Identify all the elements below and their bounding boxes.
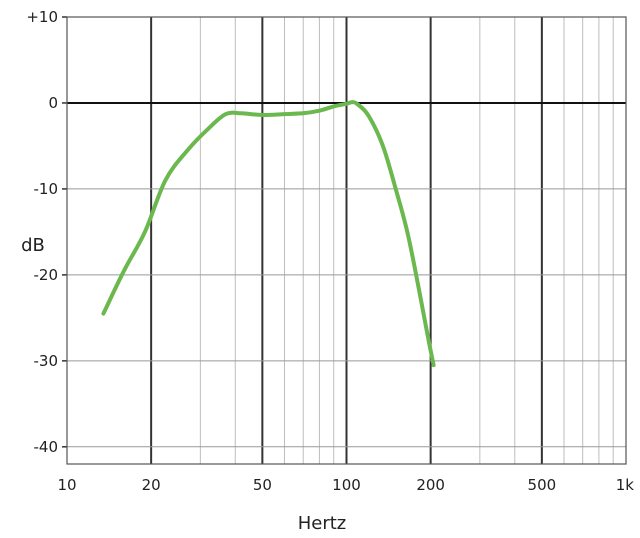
series-layer — [101, 100, 436, 368]
x-axis-title: Hertz — [298, 513, 347, 534]
x-tick-label: 100 — [332, 476, 361, 494]
x-tick-label: 50 — [253, 476, 272, 494]
x-tick-label: 1k — [616, 476, 635, 494]
y-tick-label: -20 — [34, 266, 59, 284]
y-tick-label: -40 — [34, 438, 59, 456]
y-axis-title: dB — [21, 235, 45, 256]
x-tick-labels: 10 20 50 100 200 500 1k — [57, 476, 634, 494]
x-tick-label: 200 — [416, 476, 445, 494]
x-tick-label: 500 — [528, 476, 557, 494]
y-tick-labels: +10 0 -10 -20 -30 -40 — [26, 8, 58, 456]
major-grid-lines — [62, 16, 626, 464]
minor-grid-lines — [199, 17, 614, 464]
plot-frame — [66, 16, 627, 465]
y-tick-label: -30 — [34, 352, 59, 370]
y-tick-label: +10 — [26, 8, 58, 26]
x-tick-label: 10 — [57, 476, 76, 494]
response-curve-series-0 — [101, 100, 436, 368]
y-tick-label: -10 — [34, 180, 59, 198]
y-tick-label: 0 — [48, 94, 58, 112]
x-tick-label: 20 — [142, 476, 161, 494]
